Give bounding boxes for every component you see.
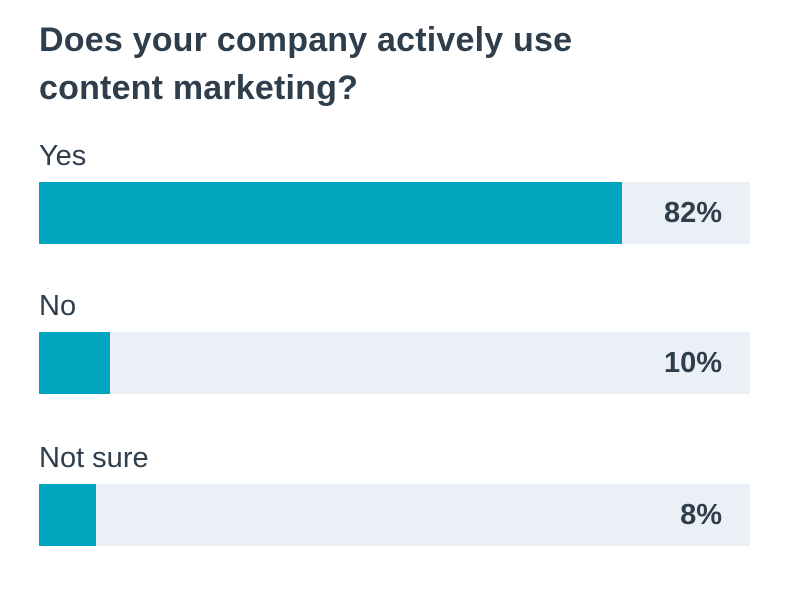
bar-track: 8%: [39, 484, 750, 546]
category-label: Not sure: [39, 442, 149, 474]
bar-track: 10%: [39, 332, 750, 394]
category-label: No: [39, 290, 77, 322]
bar-track: 82%: [39, 182, 750, 244]
bar-fill: [39, 332, 110, 394]
chart: Does your company actively use content m…: [39, 16, 750, 546]
chart-title: Does your company actively use content m…: [39, 21, 573, 107]
category-label: Yes: [39, 140, 87, 172]
data-label: 8%: [680, 499, 722, 531]
data-label: 10%: [663, 347, 722, 379]
bar-fill: [39, 182, 622, 244]
data-label: 82%: [663, 197, 722, 229]
bar-fill: [39, 484, 96, 546]
